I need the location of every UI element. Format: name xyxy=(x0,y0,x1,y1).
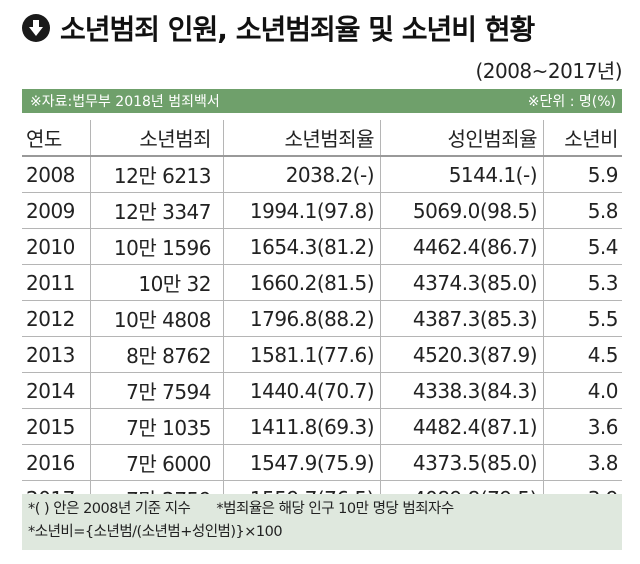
cell-juvenile: 8만 8762 xyxy=(90,336,224,373)
cell-juvenile: 7만 7594 xyxy=(90,372,224,409)
cell-year: 2013 xyxy=(26,342,75,367)
cell-adult-rate: 4462.4(86.7) xyxy=(380,228,544,265)
cell-juvenile-rate: 2038.2(-) xyxy=(223,156,381,193)
footnote-3: *소년비={소년범/(소년범+성인범)}×100 xyxy=(28,524,283,540)
cell-ratio: 5.3 xyxy=(543,264,622,301)
table-row: 2011 10만 32 1660.2(81.5) 4374.3(85.0) 5.3 xyxy=(22,264,622,301)
unit-text: ※단위 : 명(%) xyxy=(527,94,616,110)
cell-adult-rate: 4520.3(87.9) xyxy=(380,336,544,373)
col-header-juvenile-rate: 소년범죄율 xyxy=(223,120,381,156)
table-row: 2009 12만 3347 1994.1(97.8) 5069.0(98.5) 5.8 xyxy=(22,192,622,229)
cell-ratio: 3.6 xyxy=(543,408,622,445)
table-row: 2015 7만 1035 1411.8(69.3) 4482.4(87.1) 3.6 xyxy=(22,408,622,445)
col-header-juvenile: 소년범죄 xyxy=(90,120,224,156)
cell-ratio: 4.0 xyxy=(543,372,622,409)
col-header-ratio: 소년비 xyxy=(543,120,622,156)
cell-year: 2009 xyxy=(26,198,75,223)
table-row: 2013 8만 8762 1581.1(77.6) 4520.3(87.9) 4.5 xyxy=(22,336,622,373)
table-row: 2014 7만 7594 1440.4(70.7) 4338.3(84.3) 4.0 xyxy=(22,372,622,409)
col-header-year: 연도 xyxy=(26,127,62,151)
cell-ratio: 5.4 xyxy=(543,228,622,265)
col-header-adult-rate: 성인범죄율 xyxy=(380,120,544,156)
page-title: 소년범죄 인원, 소년범죄율 및 소년비 현황 xyxy=(60,13,535,46)
period-label: (2008~2017년) xyxy=(475,59,622,83)
table-row: 2016 7만 6000 1547.9(75.9) 4373.5(85.0) 3.8 xyxy=(22,444,622,481)
cell-year: 2011 xyxy=(26,270,75,295)
table-row: 2010 10만 1596 1654.3(81.2) 4462.4(86.7) 5.4 xyxy=(22,228,622,265)
cell-juvenile: 10만 1596 xyxy=(90,228,224,265)
footnote-1: *( ) 안은 2008년 기준 지수 xyxy=(28,501,191,517)
table-row: 2012 10만 4808 1796.8(88.2) 4387.3(85.3) 5.5 xyxy=(22,300,622,337)
cell-year: 2010 xyxy=(26,234,75,259)
source-bar: ※자료:법무부 2018년 범죄백서 ※단위 : 명(%) xyxy=(22,89,622,113)
cell-juvenile: 10만 32 xyxy=(90,264,224,301)
data-table: 연도 소년범죄 소년범죄율 성인범죄율 소년비 2008 12만 6213 2038… xyxy=(22,120,622,518)
cell-juvenile-rate: 1581.1(77.6) xyxy=(223,336,381,373)
cell-juvenile: 7만 6000 xyxy=(90,444,224,481)
cell-juvenile-rate: 1654.3(81.2) xyxy=(223,228,381,265)
cell-ratio: 4.5 xyxy=(543,336,622,373)
cell-juvenile: 12만 3347 xyxy=(90,192,224,229)
cell-juvenile-rate: 1440.4(70.7) xyxy=(223,372,381,409)
cell-ratio: 5.5 xyxy=(543,300,622,337)
cell-year: 2012 xyxy=(26,306,75,331)
cell-juvenile-rate: 1660.2(81.5) xyxy=(223,264,381,301)
cell-adult-rate: 4373.5(85.0) xyxy=(380,444,544,481)
cell-juvenile-rate: 1994.1(97.8) xyxy=(223,192,381,229)
cell-year: 2014 xyxy=(26,378,75,403)
cell-juvenile: 7만 1035 xyxy=(90,408,224,445)
cell-juvenile-rate: 1547.9(75.9) xyxy=(223,444,381,481)
cell-ratio: 5.8 xyxy=(543,192,622,229)
table-header-row: 연도 소년범죄 소년범죄율 성인범죄율 소년비 xyxy=(22,120,622,156)
arrow-down-circle-icon xyxy=(22,14,50,42)
cell-year: 2015 xyxy=(26,414,75,439)
cell-ratio: 3.8 xyxy=(543,444,622,481)
cell-adult-rate: 5144.1(-) xyxy=(380,156,544,193)
cell-year: 2016 xyxy=(26,450,75,475)
cell-juvenile: 10만 4808 xyxy=(90,300,224,337)
cell-juvenile-rate: 1796.8(88.2) xyxy=(223,300,381,337)
cell-adult-rate: 4482.4(87.1) xyxy=(380,408,544,445)
footnote-2: *범죄율은 해당 인구 10만 명당 범죄자수 xyxy=(216,501,454,517)
header: 소년범죄 인원, 소년범죄율 및 소년비 현황 xyxy=(22,6,535,50)
cell-adult-rate: 4374.3(85.0) xyxy=(380,264,544,301)
table-row: 2008 12만 6213 2038.2(-) 5144.1(-) 5.9 xyxy=(22,156,622,193)
source-text: ※자료:법무부 2018년 범죄백서 xyxy=(30,94,220,110)
cell-adult-rate: 5069.0(98.5) xyxy=(380,192,544,229)
footnotes: *( ) 안은 2008년 기준 지수 *범죄율은 해당 인구 10만 명당 범죄… xyxy=(22,494,622,550)
cell-juvenile: 12만 6213 xyxy=(90,156,224,193)
cell-ratio: 5.9 xyxy=(543,156,622,193)
cell-adult-rate: 4387.3(85.3) xyxy=(380,300,544,337)
cell-year: 2008 xyxy=(26,162,75,187)
cell-juvenile-rate: 1411.8(69.3) xyxy=(223,408,381,445)
cell-adult-rate: 4338.3(84.3) xyxy=(380,372,544,409)
